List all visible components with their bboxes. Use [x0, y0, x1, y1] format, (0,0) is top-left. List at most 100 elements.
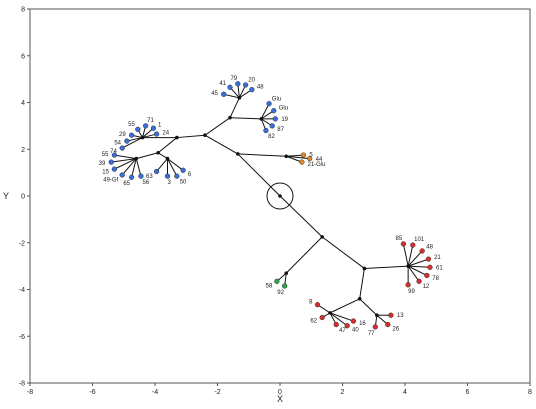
leaf-edge: [131, 158, 137, 178]
root-circle: [266, 182, 294, 210]
blue-point: [221, 91, 227, 97]
point-label: 50: [180, 179, 187, 185]
blue-point: [235, 81, 241, 87]
tree-edge: [229, 117, 262, 120]
branch-node: [284, 154, 289, 159]
point-label: 65: [123, 181, 130, 187]
y-tick-label: -2: [19, 240, 25, 247]
point-label: 19: [281, 117, 288, 123]
blue-point: [174, 173, 180, 179]
leaf-edge: [407, 265, 420, 282]
red-point: [410, 242, 416, 248]
point-label: 56: [142, 180, 149, 186]
branch-node: [175, 135, 179, 140]
blue-point: [153, 131, 160, 137]
blue-point: [266, 101, 272, 107]
blue-point: [111, 166, 117, 172]
tree-edge: [157, 137, 178, 154]
branch-node: [236, 152, 240, 156]
point-label: 21: [434, 255, 441, 261]
blue-point: [128, 132, 135, 138]
tree-edge: [237, 153, 287, 157]
point-label: 16: [359, 321, 366, 327]
leaf-edge: [156, 158, 168, 172]
x-tick-label: -6: [89, 389, 95, 396]
y-tick-label: 8: [21, 7, 25, 14]
tree-edge: [285, 236, 323, 274]
point-label: 77: [368, 331, 375, 337]
point-label: Glu: [272, 96, 281, 102]
blue-point: [227, 84, 233, 90]
leaf-edge: [167, 158, 178, 177]
point-label: 40: [352, 327, 359, 333]
point-label: 99: [408, 289, 415, 295]
point-label: 48: [426, 245, 433, 251]
red-point: [319, 314, 325, 321]
x-tick-label: 0: [278, 389, 282, 396]
leaf-edge: [408, 265, 431, 268]
blue-point: [108, 159, 114, 165]
x-tick-label: -8: [27, 389, 33, 396]
red-point: [385, 321, 391, 328]
red-point: [427, 264, 433, 270]
leaf-edge: [407, 265, 428, 276]
point-label: 29: [119, 132, 126, 138]
red-point: [372, 324, 378, 330]
x-axis-label: X: [277, 394, 283, 404]
blue-point: [180, 167, 186, 173]
branch-node: [406, 264, 410, 268]
leaf-edge: [126, 137, 143, 142]
edges-layer: [111, 83, 431, 327]
point-label: 5: [309, 153, 313, 159]
point-label: 15: [102, 170, 109, 176]
leaf-edge: [135, 158, 142, 177]
point-label: 20: [248, 78, 255, 84]
point-label: 13: [397, 313, 404, 319]
red-point: [425, 256, 432, 262]
leaf-edge: [286, 155, 303, 163]
tree-edge: [136, 152, 159, 160]
y-tick-label: -8: [19, 381, 25, 388]
y-tick-label: 0: [21, 194, 25, 201]
leaf-edge: [121, 158, 137, 176]
tree-edge: [279, 195, 323, 238]
blue-point: [272, 116, 278, 122]
point-label: 58: [266, 283, 273, 289]
blue-point: [143, 123, 149, 129]
red-point: [388, 312, 394, 318]
point-label: 8: [309, 299, 313, 305]
point-label: 85: [396, 236, 403, 242]
y-tick-label: -6: [19, 334, 25, 341]
blue-point: [111, 152, 117, 158]
y-tick-label: 4: [21, 100, 25, 107]
branch-node: [259, 117, 264, 121]
blue-point: [243, 82, 249, 88]
x-tick-label: 4: [403, 389, 407, 396]
blue-point: [124, 138, 130, 144]
point-label: 6: [188, 172, 192, 178]
x-tick-label: -4: [152, 389, 158, 396]
tree-edge: [359, 298, 378, 316]
points-layer: [108, 81, 433, 330]
point-label: 78: [432, 276, 439, 282]
branch-node: [156, 150, 160, 155]
point-label: 63: [146, 174, 153, 180]
blue-point: [269, 123, 275, 129]
blue-point: [271, 108, 277, 114]
orange-point: [299, 159, 305, 165]
tree-edge: [157, 152, 168, 160]
blue-point: [249, 87, 255, 93]
tree-edge: [237, 153, 281, 197]
point-label: 49-Gf: [103, 178, 118, 184]
y-axis-label: Y: [3, 191, 9, 201]
leaf-edge: [407, 258, 429, 267]
point-label: 74: [110, 149, 117, 155]
red-point: [405, 282, 411, 288]
point-label: 82: [268, 134, 275, 140]
red-point: [344, 323, 350, 329]
leaf-edge: [407, 250, 423, 267]
point-label: Glu: [279, 105, 288, 111]
tree-edge: [204, 134, 239, 155]
